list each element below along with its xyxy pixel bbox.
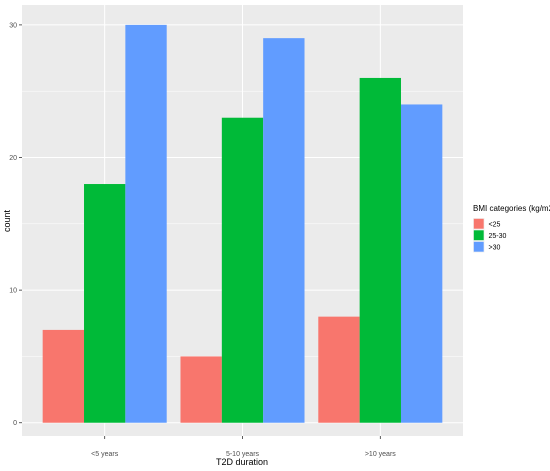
bar [400,104,443,423]
legend-key [473,241,484,252]
bar [42,329,85,423]
legend-title: BMI categories (kg/m2) [473,204,550,213]
bar [125,24,167,423]
bars [42,24,443,423]
legend-label: 25-30 [489,233,507,240]
bar [359,77,401,423]
bar [84,184,126,423]
bar [318,316,360,423]
y-axis-ticks: 0 10 20 30 [9,22,22,427]
legend-key [473,230,484,241]
x-tick-label: >10 years [365,451,396,458]
bar [263,38,305,423]
legend: BMI categories (kg/m2) <25 25-30 >30 [473,204,550,253]
y-tick-label: 30 [9,22,17,29]
y-tick-label: 20 [9,155,17,162]
legend-label: <25 [489,221,501,228]
bar [180,356,222,423]
x-tick-label: 5-10 years [226,451,260,458]
legend-key [473,218,484,229]
x-tick-label: <5 years [91,451,119,458]
y-tick-label: 10 [9,288,17,295]
x-axis-title: T2D duration [216,457,268,467]
legend-label: >30 [489,244,501,251]
x-axis-ticks: <5 years 5-10 years >10 years [91,436,396,458]
y-tick-label: 0 [13,420,17,427]
y-axis-title: count [2,209,12,232]
bar [221,117,264,423]
